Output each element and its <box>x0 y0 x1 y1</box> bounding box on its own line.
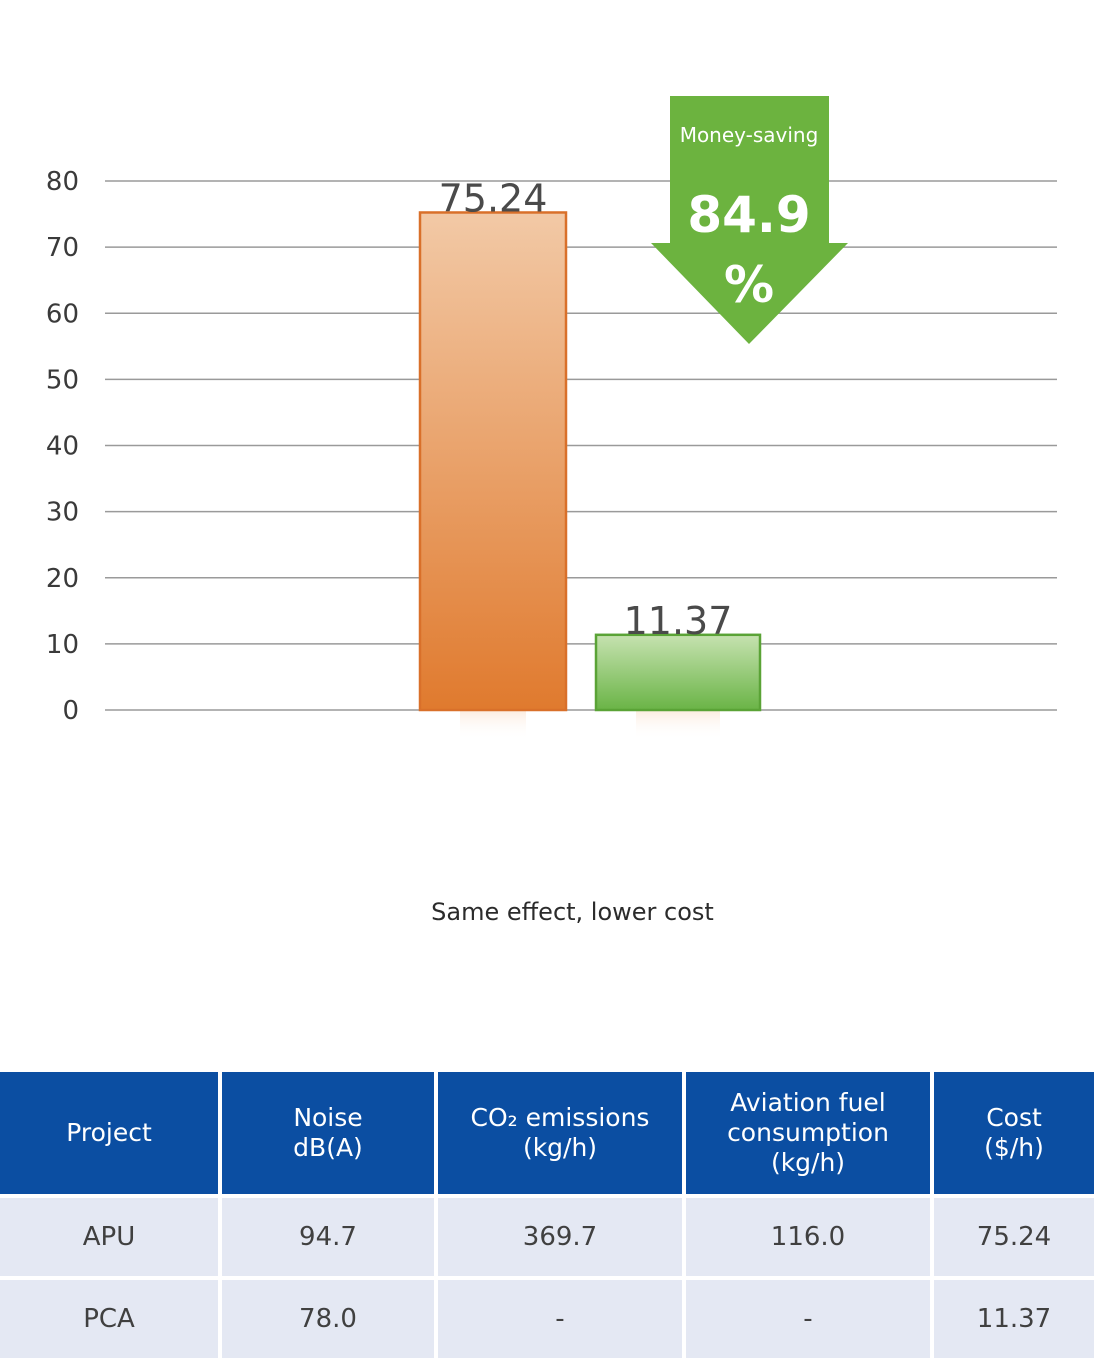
header-fuel: Aviation fuel consumption (kg/h) <box>684 1072 934 1196</box>
comparison-table: Project Noise dB(A) CO₂ emissions (kg/h)… <box>0 1072 1094 1358</box>
table-cell: 116.0 <box>684 1194 934 1278</box>
y-tick-label: 10 <box>46 630 79 660</box>
table-cell: 369.7 <box>436 1194 686 1278</box>
y-tick-label: 40 <box>46 432 79 462</box>
header-noise: Noise dB(A) <box>220 1072 438 1196</box>
badge-title: Money-saving <box>680 123 819 147</box>
chart-caption: Same effect, lower cost <box>431 898 714 926</box>
y-tick-label: 80 <box>46 167 79 197</box>
y-tick-label: 60 <box>46 299 79 329</box>
bar-apu <box>418 211 568 712</box>
y-tick-label: 30 <box>46 498 79 528</box>
bar-reflection <box>460 710 526 740</box>
bar-reflection <box>636 710 720 740</box>
y-tick-label: 50 <box>46 365 79 395</box>
data-label: 11.37 <box>624 599 733 643</box>
table-cell: APU <box>0 1194 222 1278</box>
table-cell: - <box>684 1276 934 1358</box>
table-cell: 94.7 <box>220 1194 438 1278</box>
cost-bar-chart: 0 10 20 30 40 50 60 70 80 75.24 11.37 Money-savin… <box>46 96 1057 740</box>
table-cell: 78.0 <box>220 1276 438 1358</box>
bar-pca <box>594 633 762 712</box>
money-saving-badge: Money-saving 84.9 % <box>651 96 848 344</box>
y-tick-label: 20 <box>46 564 79 594</box>
badge-unit: % <box>724 256 774 314</box>
table-cell: 75.24 <box>932 1194 1094 1278</box>
badge-value: 84.9 <box>687 186 810 244</box>
header-co2: CO₂ emissions (kg/h) <box>436 1072 686 1196</box>
table-cell: - <box>436 1276 686 1358</box>
y-tick-label: 0 <box>62 696 79 726</box>
table-row: PCA 78.0 - - 11.37 <box>0 1276 1094 1358</box>
down-arrow-icon <box>651 96 848 344</box>
header-cost: Cost ($/h) <box>932 1072 1094 1196</box>
y-tick-label: 70 <box>46 233 79 263</box>
table-header-row: Project Noise dB(A) CO₂ emissions (kg/h)… <box>0 1072 1094 1196</box>
table-cell: 11.37 <box>932 1276 1094 1358</box>
table-cell: PCA <box>0 1276 222 1358</box>
table-row: APU 94.7 369.7 116.0 75.24 <box>0 1194 1094 1278</box>
data-label: 75.24 <box>439 176 548 220</box>
header-project: Project <box>0 1072 222 1196</box>
